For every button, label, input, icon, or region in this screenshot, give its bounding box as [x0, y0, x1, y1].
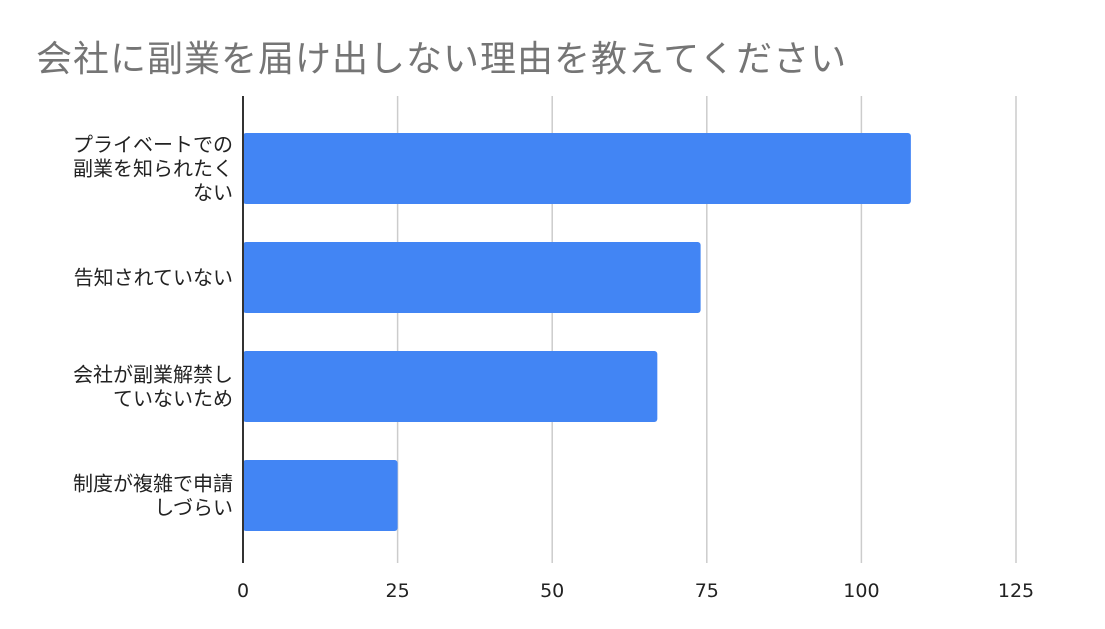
category-label: 制度が複雑で申請: [73, 472, 233, 496]
category-label: 副業を知られたく: [73, 157, 233, 181]
category-label: 告知されていない: [74, 266, 233, 290]
category-label: ない: [193, 181, 233, 205]
bar: [243, 351, 658, 422]
category-label: しづらい: [154, 496, 233, 520]
bar: [243, 133, 911, 204]
bar: [243, 460, 398, 531]
category-label: ていないため: [113, 387, 233, 411]
x-tick-label: 75: [695, 580, 719, 602]
x-tick-label: 0: [237, 580, 249, 602]
category-label: プライベートでの: [73, 133, 233, 157]
x-tick-label: 100: [843, 580, 879, 602]
x-tick-label: 125: [998, 580, 1034, 602]
chart-title: 会社に副業を届け出しない理由を教えてください: [36, 39, 848, 80]
category-label: 会社が副業解禁し: [73, 363, 233, 387]
x-tick-label: 25: [386, 580, 410, 602]
bar: [243, 242, 701, 313]
x-tick-label: 50: [540, 580, 564, 602]
